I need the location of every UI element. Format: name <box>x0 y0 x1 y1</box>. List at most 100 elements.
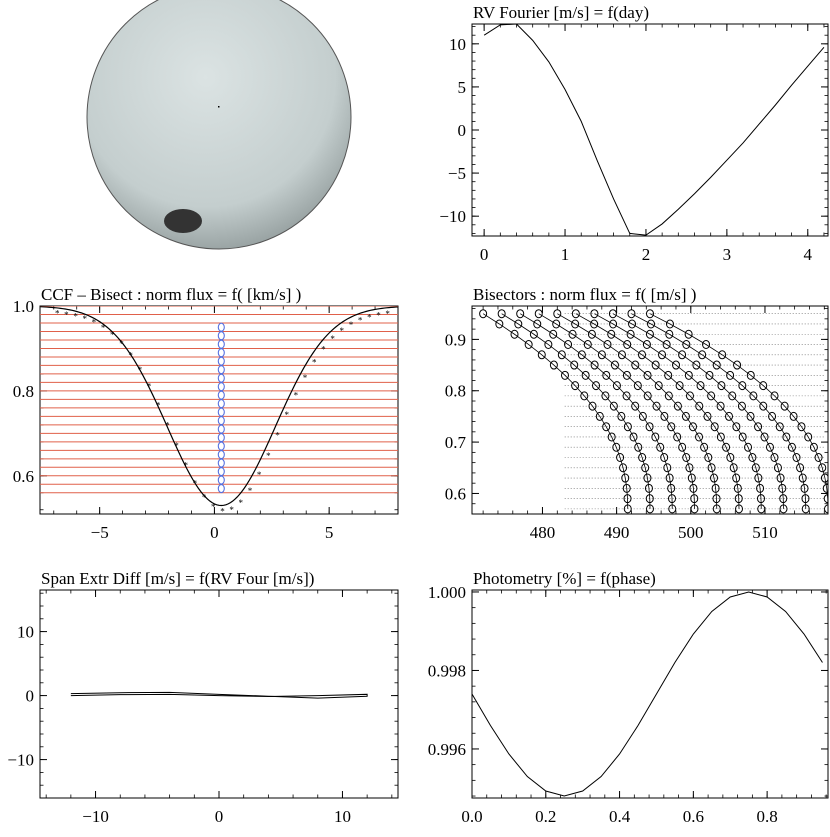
bisector-point <box>658 350 667 360</box>
bisector-point <box>645 329 654 339</box>
bisector-point <box>765 442 774 452</box>
bisector-point <box>770 453 779 463</box>
bisector-point <box>638 453 647 463</box>
rv-x-tick-label: 4 <box>804 245 813 264</box>
bisector-point <box>667 422 676 432</box>
ccf-bisector-point <box>217 424 225 434</box>
ccf-x-tick-label: −5 <box>91 523 109 542</box>
bisector-point <box>796 463 805 473</box>
bisector-point <box>733 360 742 370</box>
bisector-point <box>607 329 616 339</box>
bisector-point <box>782 432 791 442</box>
bisector-point <box>695 401 704 411</box>
phot-x-tick-label: 0.8 <box>757 807 778 826</box>
ccf-bisector-point <box>217 356 225 366</box>
bisector-point <box>824 504 828 514</box>
ccf-data-point: * <box>110 330 115 340</box>
ccf-data-point: * <box>119 339 124 349</box>
bisector-point <box>571 319 580 329</box>
bisector-point <box>818 463 827 473</box>
bisector-point <box>754 422 763 432</box>
bisector-point <box>760 432 769 442</box>
bisector-point <box>609 319 618 329</box>
bisector-point <box>770 391 779 401</box>
ccf-data-point: * <box>83 314 88 324</box>
ccf-y-tick-label: 0.8 <box>13 382 34 401</box>
bisector-point <box>571 381 580 391</box>
span-x-tick-label: 10 <box>334 807 351 826</box>
bisector-point <box>665 473 674 483</box>
bisector-point <box>678 350 687 360</box>
bisector-point <box>768 411 777 421</box>
span-title: Span Extr Diff [m/s] = f(RV Four [m/s]) <box>41 569 314 588</box>
ccf-data-point: * <box>266 451 271 461</box>
bis-y-tick-label: 0.7 <box>445 433 467 452</box>
bisector-point <box>729 463 738 473</box>
ccf-data-point: * <box>211 502 216 512</box>
bisectors-panel: Bisectors : norm flux = f( [m/s] ) 480 490… <box>445 285 829 542</box>
ccf-data-point: * <box>229 505 234 515</box>
bisector-point <box>663 463 672 473</box>
span-plot-area <box>70 691 368 699</box>
ccf-data-point: * <box>128 351 133 361</box>
bisector-point <box>495 319 504 329</box>
ccf-bisector-point <box>217 382 225 392</box>
bisector-point <box>612 442 621 452</box>
rv-y-tick-label: 0 <box>458 121 467 140</box>
ccf-bisector-point <box>217 365 225 375</box>
rv-title: RV Fourier [m/s] = f(day) <box>473 3 649 22</box>
span-x-tick-label: 0 <box>215 807 224 826</box>
ccf-bisector-point <box>217 348 225 358</box>
bisector-point <box>656 442 665 452</box>
bisector-point <box>580 391 589 401</box>
bisector-point <box>529 329 538 339</box>
bisector-point <box>664 391 673 401</box>
bisector-point <box>631 360 640 370</box>
bisector-point <box>776 473 785 483</box>
bisector-point <box>643 391 652 401</box>
bisector-point <box>792 453 801 463</box>
bisector-point <box>590 309 599 319</box>
ccf-bisector-point <box>217 416 225 426</box>
bisector-point <box>643 370 652 380</box>
bisector-point <box>759 381 768 391</box>
ccf-data-point: * <box>303 373 308 383</box>
bisector-point <box>726 370 735 380</box>
ccf-bisector-point <box>217 433 225 443</box>
rv-x-tick-label: 1 <box>561 245 570 264</box>
bisector-curve <box>649 313 828 509</box>
bisector-point <box>549 329 558 339</box>
span-y-tick-label: 0 <box>26 687 35 706</box>
ccf-data-point: * <box>248 486 253 496</box>
bisector-point <box>510 329 519 339</box>
bisector-point <box>514 319 523 329</box>
phot-y-tick-label: 0.996 <box>428 740 466 759</box>
bisector-point <box>647 319 656 329</box>
ccf-data-point: * <box>376 311 381 321</box>
bisector-point <box>685 463 694 473</box>
bisector-curve <box>557 313 718 509</box>
rv-y-tick-label: 10 <box>449 35 466 54</box>
bisector-point <box>623 340 632 350</box>
bisector-curve <box>631 313 807 509</box>
ccf-data-point: * <box>330 334 335 344</box>
ccf-data-point: * <box>174 441 179 451</box>
bis-y-tick-label: 0.8 <box>445 382 466 401</box>
bisector-curve <box>594 313 762 509</box>
bisector-curve <box>538 313 695 509</box>
rv-x-tick-label: 0 <box>480 245 489 264</box>
bisector-point <box>587 329 596 339</box>
ccf-data-point: * <box>385 309 390 319</box>
ccf-x-tick-label: 5 <box>325 523 334 542</box>
rv-plot-area <box>483 24 825 236</box>
bisector-point <box>631 401 640 411</box>
bisector-point <box>665 319 674 329</box>
bisector-point <box>610 360 619 370</box>
ccf-data-point: * <box>358 316 363 326</box>
bisector-point <box>626 329 635 339</box>
ccf-bisector-point <box>217 441 225 451</box>
ccf-data-point: * <box>165 420 170 430</box>
ccf-data-point: * <box>349 320 354 330</box>
bisector-point <box>662 340 671 350</box>
phot-x-tick-label: 0.4 <box>609 807 631 826</box>
